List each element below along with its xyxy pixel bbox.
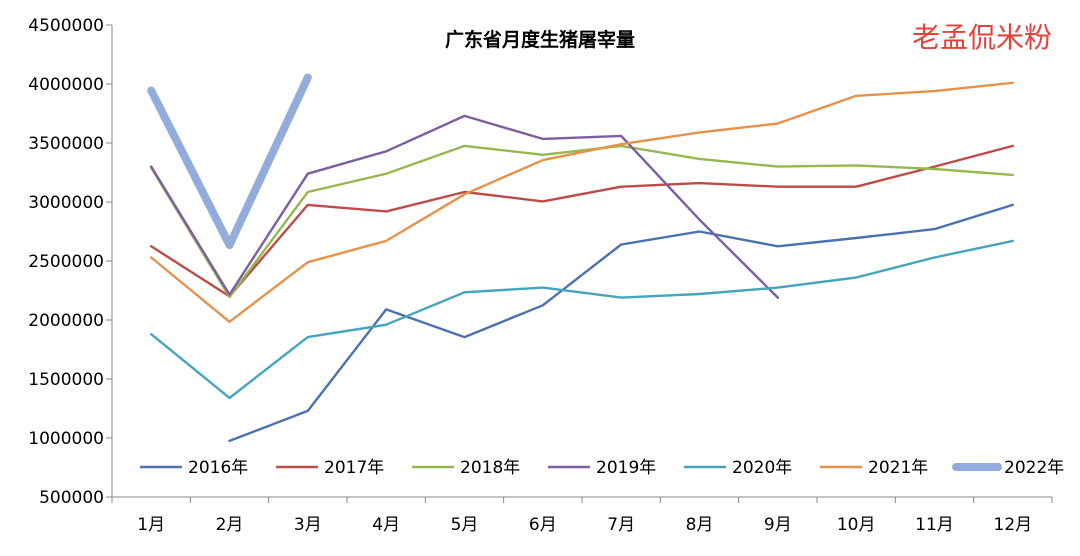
legend-label: 2021年 bbox=[868, 458, 928, 478]
series-line-2018年 bbox=[149, 144, 1014, 299]
legend: 2016年 2017年 2018年 2019年 2020年 2021年 2022年 bbox=[140, 458, 1064, 478]
x-tick-label: 6月 bbox=[529, 515, 557, 535]
y-tick-label: 500000 bbox=[39, 488, 104, 508]
x-tick-label: 7月 bbox=[607, 515, 635, 535]
y-tick-label: 1000000 bbox=[28, 429, 104, 449]
series-line-2016年 bbox=[228, 203, 1014, 443]
y-tick-label: 3500000 bbox=[28, 134, 104, 154]
x-tick-label: 12月 bbox=[994, 515, 1033, 535]
x-tick-label: 5月 bbox=[451, 515, 479, 535]
axes: 500000 1000000 1500000 2000000 2500000 300000… bbox=[28, 16, 1053, 535]
legend-label: 2020年 bbox=[732, 458, 792, 478]
x-tick-label: 1月 bbox=[137, 515, 165, 535]
legend-label: 2019年 bbox=[596, 458, 656, 478]
series-lines bbox=[147, 73, 1014, 443]
x-tick-label: 8月 bbox=[686, 515, 714, 535]
y-tick-label: 3000000 bbox=[28, 193, 104, 213]
y-tick-label: 2500000 bbox=[28, 252, 104, 272]
legend-label: 2017年 bbox=[324, 458, 384, 478]
series-line-2022年 bbox=[147, 73, 312, 250]
y-tick-label: 1500000 bbox=[28, 370, 104, 390]
x-tick-label: 3月 bbox=[294, 515, 322, 535]
x-tick-label: 9月 bbox=[764, 515, 792, 535]
legend-label: 2018年 bbox=[460, 458, 520, 478]
x-tick-label: 4月 bbox=[372, 515, 400, 535]
x-tick-label: 11月 bbox=[915, 515, 954, 535]
legend-label: 2016年 bbox=[188, 458, 248, 478]
y-tick-label: 4000000 bbox=[28, 75, 104, 95]
chart-title: 广东省月度生猪屠宰量 bbox=[445, 28, 635, 51]
y-tick-label: 2000000 bbox=[28, 311, 104, 331]
series-line-2021年 bbox=[149, 81, 1014, 323]
series-line-2020年 bbox=[149, 239, 1014, 400]
x-tick-label: 2月 bbox=[216, 515, 244, 535]
series-line-2017年 bbox=[149, 144, 1014, 298]
watermark-text: 老孟侃米粉 bbox=[912, 21, 1052, 54]
series-line-2019年 bbox=[149, 114, 779, 299]
legend-label: 2022年 bbox=[1004, 458, 1064, 478]
y-tick-label: 4500000 bbox=[28, 16, 104, 36]
x-tick-label: 10月 bbox=[837, 515, 876, 535]
